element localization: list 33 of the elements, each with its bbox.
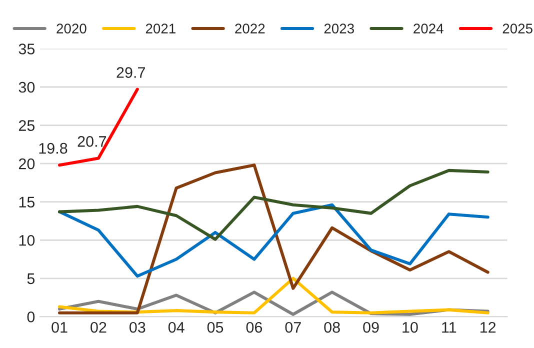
y-tick-label: 10 <box>19 234 35 246</box>
x-tick-label: 03 <box>129 322 146 333</box>
x-tick-label: 01 <box>52 322 68 333</box>
x-tick-label: 02 <box>90 322 106 333</box>
y-tick-label: 15 <box>19 196 35 208</box>
line-series <box>58 276 490 314</box>
y-tick-label: 20 <box>18 158 35 170</box>
legend-label: 2022 <box>235 24 265 34</box>
data-label: 20.7 <box>78 136 106 147</box>
line-series <box>58 203 490 278</box>
y-tick-label: 5 <box>27 273 35 284</box>
data-label: 19.8 <box>39 142 68 154</box>
legend-label: 2025 <box>502 24 532 34</box>
x-tick-label: 09 <box>363 322 379 333</box>
x-tick-label: 12 <box>480 322 496 333</box>
line-series <box>58 168 490 241</box>
legend-label: 2024 <box>414 24 444 34</box>
legend-label: 2021 <box>146 24 176 34</box>
x-tick-label: 04 <box>168 322 184 333</box>
x-tick-label: 10 <box>402 322 418 333</box>
y-tick-label: 30 <box>18 82 35 93</box>
legend-label: 2023 <box>324 24 354 34</box>
data-label: 29.7 <box>116 67 145 78</box>
y-tick-label: 0 <box>27 312 35 322</box>
x-tick-label: 07 <box>285 322 301 333</box>
x-tick-label: 05 <box>207 322 224 333</box>
y-tick-label: 35 <box>18 44 35 54</box>
legend-label: 2020 <box>56 24 86 34</box>
x-tick-label: 11 <box>442 322 456 333</box>
x-tick-label: 06 <box>246 322 262 333</box>
x-tick-label: 08 <box>324 322 340 333</box>
y-tick-label: 25 <box>18 120 35 131</box>
line-series <box>58 164 490 314</box>
